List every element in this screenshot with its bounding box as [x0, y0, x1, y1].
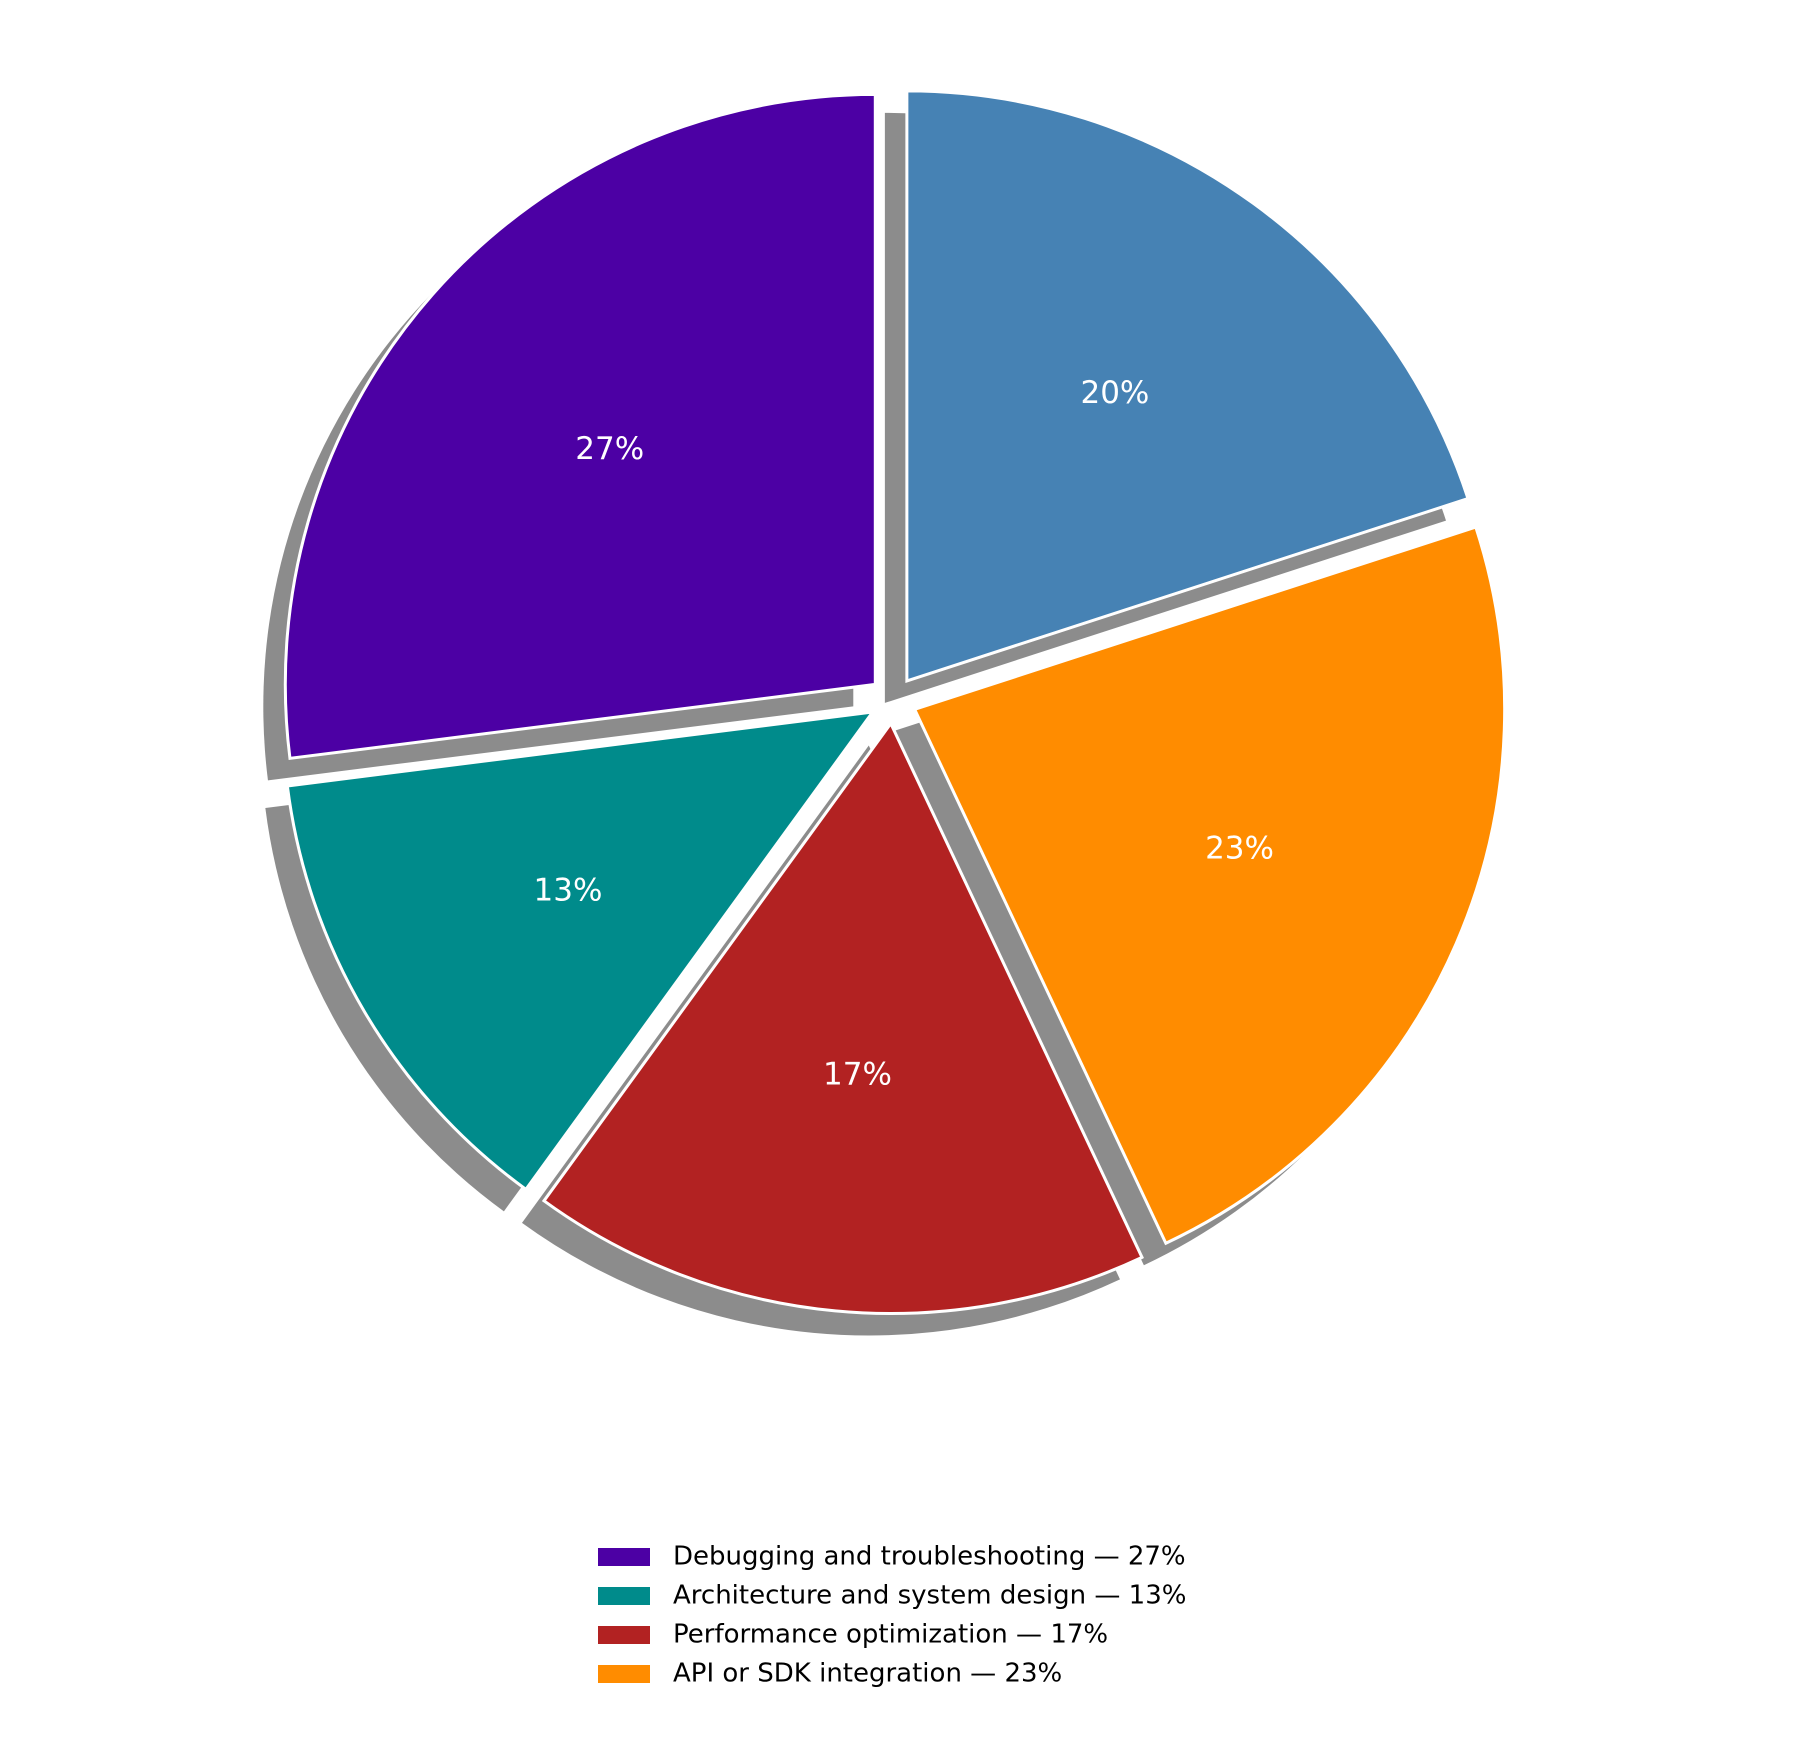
legend-swatch: [598, 1548, 650, 1566]
legend-label: Architecture and system design — 13%: [673, 1581, 1186, 1611]
legend-swatch: [598, 1626, 650, 1644]
slice-label: 23%: [1205, 830, 1274, 866]
legend-label: API or SDK integration — 23%: [673, 1659, 1062, 1689]
pie-slice: [905, 89, 1470, 683]
slice-label: 27%: [575, 431, 644, 467]
legend-label: Performance optimization — 17%: [673, 1620, 1108, 1650]
pie-slice: [541, 720, 1144, 1315]
slice-label: 13%: [534, 873, 603, 909]
pie-slice: [283, 92, 877, 761]
slice-label: 20%: [1080, 375, 1149, 411]
pie-slice: [912, 525, 1507, 1246]
pie-slice: [285, 710, 876, 1192]
legend-swatch: [598, 1665, 650, 1683]
legend-swatch: [598, 1587, 650, 1605]
legend-label: Debugging and troubleshooting — 27%: [673, 1542, 1186, 1572]
slice-label: 17%: [823, 1056, 892, 1092]
